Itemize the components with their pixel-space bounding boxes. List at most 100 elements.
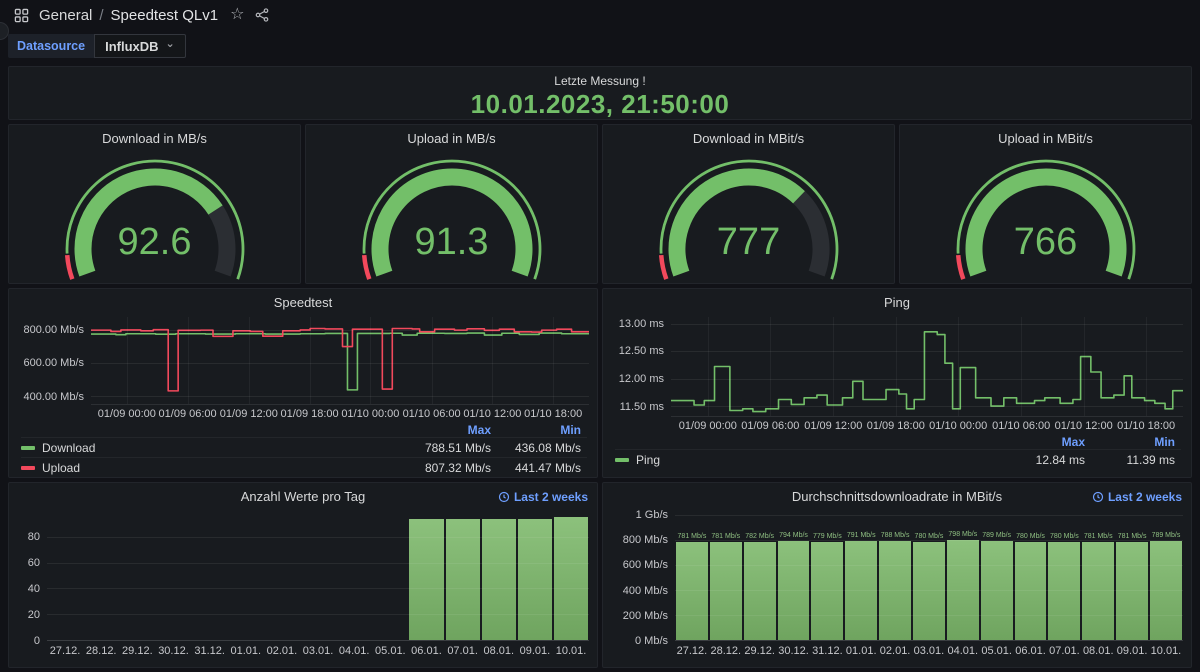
werte-bar-chart: 806040200 27.12.28.12.29.12.30.12.31.12.… (9, 511, 597, 657)
bar-slot (482, 511, 516, 640)
x-category-label: 28.12. (83, 641, 119, 657)
x-tick-label: 01/10 12:00 (1055, 420, 1113, 432)
panel-anzahl-werte: Anzahl Werte pro Tag Last 2 weeks 806040… (8, 482, 598, 668)
bar-slot (409, 511, 443, 640)
y-tick-label: 40 (28, 583, 40, 595)
x-tick-label: 01/10 06:00 (403, 408, 461, 420)
breadcrumb-separator: / (99, 7, 103, 24)
panel-title[interactable]: Letzte Messung ! (9, 67, 1191, 88)
time-range-link[interactable]: Last 2 weeks (498, 490, 588, 504)
panel-title[interactable]: Download in MB/s (9, 125, 300, 149)
grafana-dashboard: General / Speedtest QLv1 ☆ Datasource In… (0, 0, 1200, 672)
gauge-value: 777 (603, 223, 894, 261)
y-tick-label: 200 Mb/s (623, 610, 668, 622)
plot-area (671, 317, 1183, 417)
share-icon[interactable] (254, 7, 270, 23)
x-category-label: 04.01. (336, 641, 372, 657)
x-category-label: 27.12. (675, 641, 709, 657)
time-range-link[interactable]: Last 2 weeks (1092, 490, 1182, 504)
grid-line (249, 317, 250, 404)
bar-slot (193, 511, 227, 640)
panel-downloadrate: Durchschnittsdownloadrate in MBit/s Last… (602, 482, 1192, 668)
bar-slot: 781 Mb/s (1116, 511, 1148, 640)
y-tick-label: 800.00 Mb/s (23, 324, 84, 336)
grid-line (370, 317, 371, 404)
legend-column-max[interactable]: Max (989, 435, 1085, 449)
x-category-label: 29.12. (743, 641, 777, 657)
datasource-dropdown[interactable]: InfluxDB ⌄ (94, 34, 186, 58)
x-axis: 01/09 00:0001/09 06:0001/09 12:0001/09 1… (91, 405, 589, 421)
legend-value: 441.47 Mb/s (491, 461, 581, 475)
y-tick-label: 0 Mb/s (635, 635, 668, 647)
panel-title[interactable]: Speedtest (9, 289, 597, 313)
x-category-label: 05.01. (372, 641, 408, 657)
bar-slot: 780 Mb/s (913, 511, 945, 640)
legend-header: MaxMin (21, 422, 587, 437)
grid-line (310, 317, 311, 404)
x-tick-label: 01/09 06:00 (159, 408, 217, 420)
dashboard-grid: Letzte Messung ! 10.01.2023, 21:50:00 Do… (0, 66, 1200, 672)
x-tick-label: 01/10 12:00 (463, 408, 521, 420)
legend-row: Download788.51 Mb/s436.08 Mb/s (21, 437, 587, 457)
panel-ping: Ping 13.00 ms12.50 ms12.00 ms11.50 ms 01… (602, 288, 1192, 478)
y-tick-label: 600 Mb/s (623, 559, 668, 571)
legend-column-min[interactable]: Min (1085, 435, 1175, 449)
grid-line (671, 379, 1183, 380)
legend-column-max[interactable]: Max (395, 423, 491, 437)
x-category-label: 06.01. (1014, 641, 1048, 657)
legend-series-label[interactable]: Ping (615, 453, 989, 467)
y-tick-label: 1 Gb/s (636, 509, 668, 521)
grid-line (127, 317, 128, 404)
bars (47, 511, 589, 640)
x-category-label: 08.01. (481, 641, 517, 657)
bar-slot (120, 511, 154, 640)
legend-value: 12.84 ms (989, 453, 1085, 467)
x-tick-label: 01/09 06:00 (741, 420, 799, 432)
bar (744, 542, 776, 640)
legend-series-label[interactable]: Upload (21, 461, 395, 475)
bar-value-label: 789 Mb/s (982, 532, 1011, 539)
bar-slot (48, 511, 82, 640)
line-series (671, 317, 1183, 416)
x-category-label: 09.01. (1115, 641, 1149, 657)
y-axis: 13.00 ms12.50 ms12.00 ms11.50 ms (611, 317, 671, 417)
bar-value-label: 789 Mb/s (1152, 532, 1181, 539)
x-category-label: 08.01. (1081, 641, 1115, 657)
y-tick-label: 12.00 ms (619, 373, 664, 385)
x-category-label: 29.12. (119, 641, 155, 657)
bar-slot (337, 511, 371, 640)
panel-title[interactable]: Ping (603, 289, 1191, 313)
grid-line (492, 317, 493, 404)
bar-slot (84, 511, 118, 640)
bar (1116, 542, 1148, 640)
top-navbar: General / Speedtest QLv1 ☆ (0, 0, 1200, 30)
panel-title[interactable]: Download in MBit/s (603, 125, 894, 149)
legend-column-min[interactable]: Min (491, 423, 581, 437)
grid-line (91, 330, 589, 331)
breadcrumb-folder[interactable]: General (39, 7, 92, 24)
legend-series-label[interactable]: Download (21, 441, 395, 455)
breadcrumb-dashboard[interactable]: Speedtest QLv1 (111, 7, 219, 24)
panel-gauge-download-mbit: Download in MBit/s 777 (602, 124, 895, 284)
datasource-label: Datasource (8, 34, 94, 58)
bar-slot (301, 511, 335, 640)
gauge-upload-mbit: 766 (900, 151, 1191, 281)
y-tick-label: 400.00 Mb/s (23, 391, 84, 403)
star-icon[interactable]: ☆ (230, 7, 244, 23)
plot-area: 781 Mb/s781 Mb/s782 Mb/s794 Mb/s779 Mb/s… (675, 511, 1183, 641)
x-tick-label: 01/09 18:00 (281, 408, 339, 420)
dashboards-grid-icon[interactable] (14, 8, 29, 23)
x-tick-label: 01/09 00:00 (98, 408, 156, 420)
panel-gauge-upload-mbs: Upload in MB/s 91.3 (305, 124, 598, 284)
bar-slot: 798 Mb/s (947, 511, 979, 640)
grid-line (675, 540, 1183, 541)
bar-slot: 789 Mb/s (981, 511, 1013, 640)
gauge-value: 92.6 (9, 223, 300, 261)
panel-title[interactable]: Upload in MBit/s (900, 125, 1191, 149)
bar-slot: 781 Mb/s (1082, 511, 1114, 640)
legend-header: MaxMin (615, 434, 1181, 449)
panel-title[interactable]: Upload in MB/s (306, 125, 597, 149)
grid-line (671, 351, 1183, 352)
clock-icon (498, 491, 510, 503)
x-category-label: 31.12. (810, 641, 844, 657)
